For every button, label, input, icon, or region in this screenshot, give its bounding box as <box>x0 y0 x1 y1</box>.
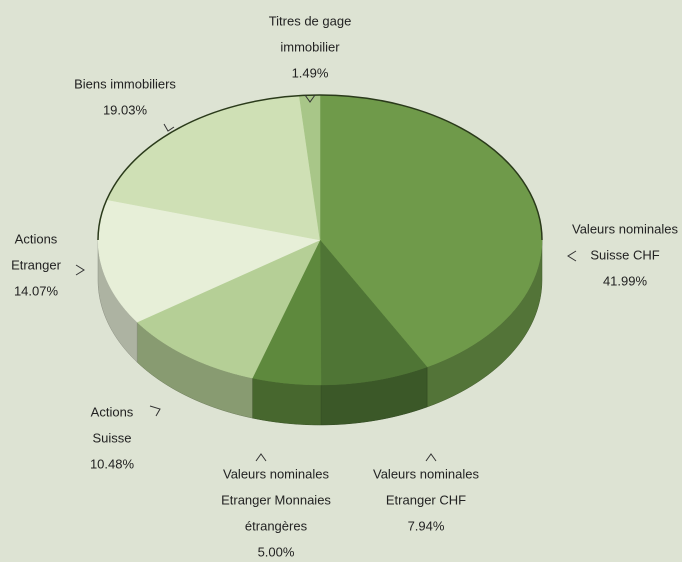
slice-label: Suisse <box>92 430 131 445</box>
slice <box>251 239 322 386</box>
value-label: 14.07% <box>14 283 59 298</box>
label-pointer <box>163 123 175 132</box>
value-label: 5.00% <box>258 544 295 559</box>
value-label: 19.03% <box>103 102 148 117</box>
slice-side <box>252 377 322 426</box>
label-pointer <box>425 453 437 462</box>
slice-label: Actions <box>91 404 134 419</box>
slice <box>136 239 321 379</box>
value-label: 41.99% <box>603 273 648 288</box>
rim <box>97 94 543 241</box>
slice-label: Etranger CHF <box>386 492 466 507</box>
slice-label: Valeurs nominales <box>223 466 329 481</box>
label-pointer <box>75 264 85 276</box>
value-label: 10.48% <box>90 456 135 471</box>
value-label: 7.94% <box>408 518 445 533</box>
slice-label: Suisse CHF <box>590 247 659 262</box>
slice-label: Titres de gage <box>269 13 352 28</box>
label-pointer <box>255 453 267 462</box>
slice-label: Etranger <box>11 257 62 272</box>
label-pointer <box>149 405 161 417</box>
slice-label: Valeurs nominales <box>572 221 678 236</box>
value-label: 1.49% <box>292 65 329 80</box>
slice-label: étrangères <box>245 518 308 533</box>
slice-label: immobilier <box>280 39 340 54</box>
slice-label: Actions <box>15 231 58 246</box>
label-pointer <box>304 94 316 103</box>
slice-label: Biens immobiliers <box>74 76 176 91</box>
slice-label: Valeurs nominales <box>373 466 479 481</box>
label-pointer <box>567 250 577 262</box>
slice <box>319 239 428 386</box>
slice-label: Etranger Monnaies <box>221 492 331 507</box>
